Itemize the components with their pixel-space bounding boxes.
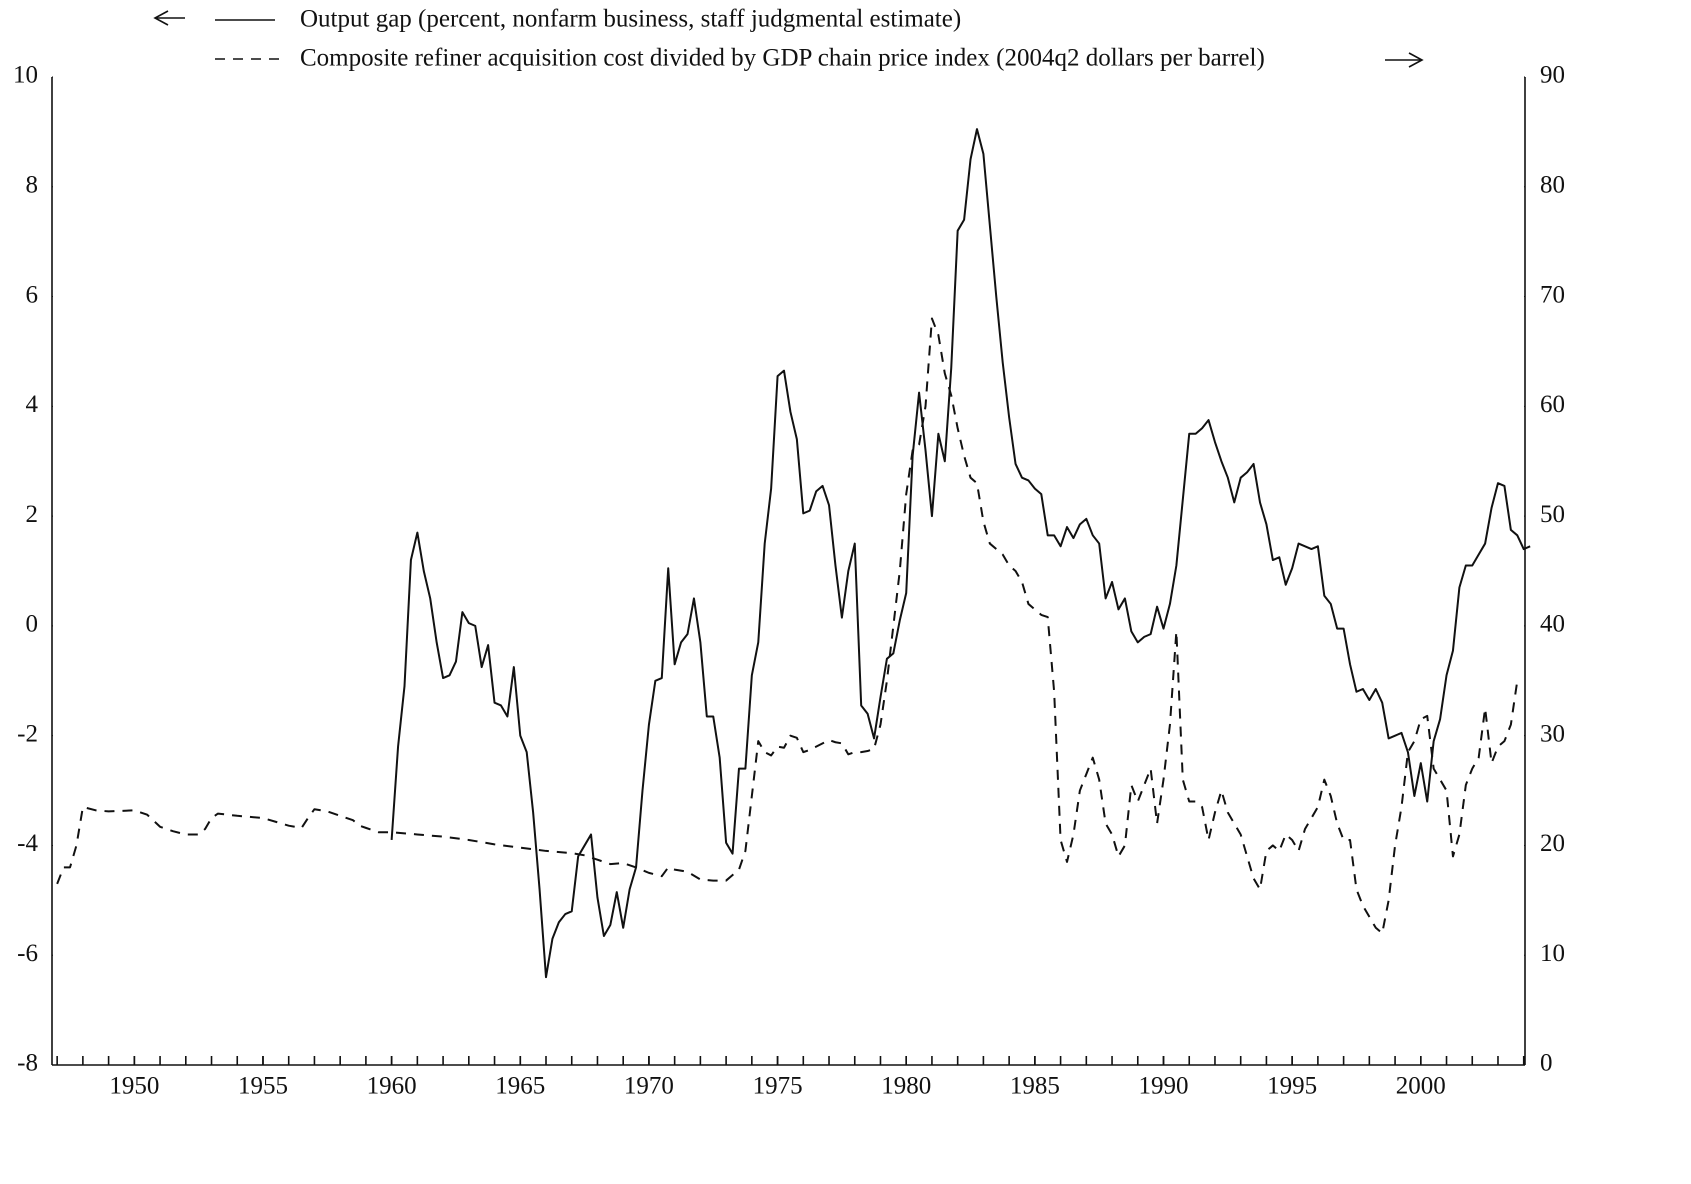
y2-tick-label: 90 [1540,62,1565,89]
x-tick-label: 1970 [624,1073,674,1100]
series-line [56,317,1519,935]
x-tick-label: 1965 [495,1073,545,1100]
legend-label: Composite refiner acquisition cost divid… [300,45,1265,72]
y-tick-label: 0 [26,611,39,638]
y-tick-label: -8 [17,1050,38,1077]
x-tick-label: 1975 [753,1073,803,1100]
y-tick-label: -4 [17,830,38,857]
x-tick-label: 1990 [1139,1073,1189,1100]
y2-tick-label: 60 [1540,391,1565,418]
legend-arrow [153,10,169,26]
y2-tick-label: 10 [1540,940,1565,967]
x-tick-label: 2000 [1396,1073,1446,1100]
y2-tick-label: 20 [1540,830,1565,857]
y2-tick-label: 70 [1540,281,1565,308]
legend-label: Output gap (percent, nonfarm business, s… [300,6,961,33]
y2-tick-label: 30 [1540,720,1565,747]
y-tick-label: 6 [26,281,39,308]
y2-tick-label: 80 [1540,172,1565,199]
x-tick-label: 1980 [881,1073,931,1100]
y-tick-label: 8 [26,172,39,199]
y2-tick-label: 40 [1540,611,1565,638]
y-tick-label: -2 [17,720,38,747]
legend-arrow [1408,52,1424,68]
x-tick-label: 1950 [109,1073,159,1100]
series-line [390,128,1531,979]
x-tick-label: 1955 [238,1073,288,1100]
x-tick-label: 1985 [1010,1073,1060,1100]
x-tick-label: 1995 [1267,1073,1317,1100]
y2-tick-label: 0 [1540,1050,1553,1077]
y-tick-label: 10 [13,62,38,89]
x-tick-label: 1960 [367,1073,417,1100]
legend: Output gap (percent, nonfarm business, s… [153,6,1424,72]
y-tick-label: 4 [26,391,39,418]
y-tick-label: 2 [26,501,39,528]
y-tick-label: -6 [17,940,38,967]
y2-tick-label: 50 [1540,501,1565,528]
